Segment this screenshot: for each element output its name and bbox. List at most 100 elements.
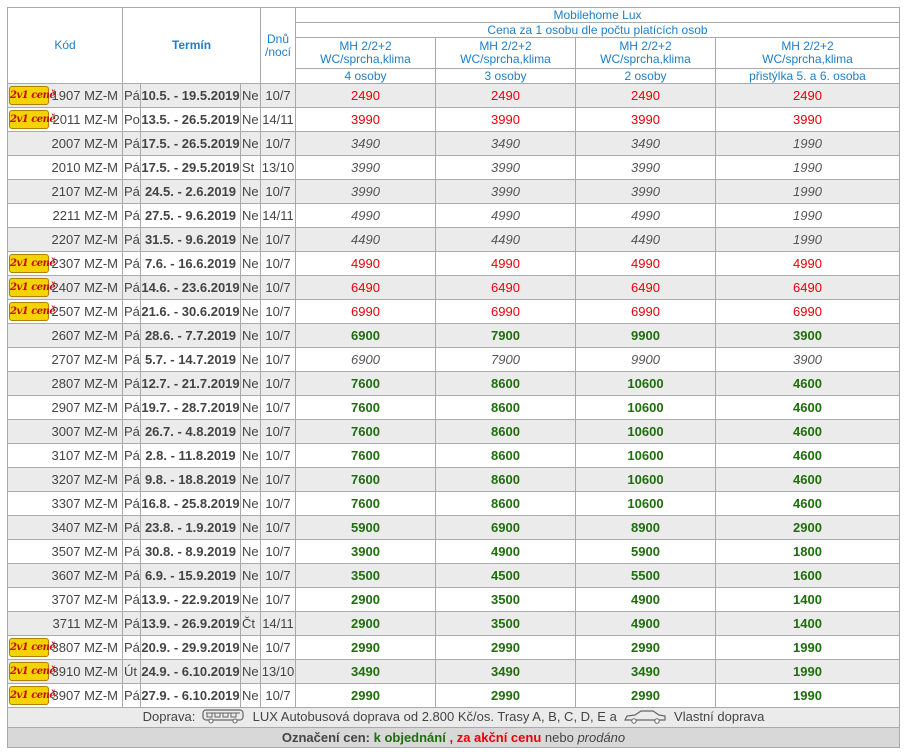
price-cell[interactable]: 6990 bbox=[715, 299, 900, 324]
price-cell[interactable]: 1990 bbox=[715, 203, 900, 228]
price-cell[interactable]: 3900 bbox=[715, 347, 900, 372]
price-cell[interactable]: 5900 bbox=[575, 539, 716, 564]
price-cell[interactable]: 2900 bbox=[295, 587, 436, 612]
price-cell[interactable]: 2490 bbox=[295, 83, 436, 108]
price-cell[interactable]: 6490 bbox=[575, 275, 716, 300]
price-cell[interactable]: 4600 bbox=[715, 467, 900, 492]
price-cell[interactable]: 3500 bbox=[295, 563, 436, 588]
price-cell[interactable]: 8600 bbox=[435, 395, 576, 420]
price-cell[interactable]: 3990 bbox=[295, 179, 436, 204]
price-cell[interactable]: 4900 bbox=[575, 611, 716, 636]
price-cell[interactable]: 1400 bbox=[715, 611, 900, 636]
price-cell[interactable]: 8600 bbox=[435, 371, 576, 396]
price-cell[interactable]: 3900 bbox=[295, 539, 436, 564]
price-cell[interactable]: 2490 bbox=[715, 83, 900, 108]
price-cell[interactable]: 1990 bbox=[715, 155, 900, 180]
price-cell[interactable]: 2990 bbox=[295, 683, 436, 708]
price-cell[interactable]: 10600 bbox=[575, 371, 716, 396]
price-cell[interactable]: 3500 bbox=[435, 611, 576, 636]
price-cell[interactable]: 3490 bbox=[575, 659, 716, 684]
price-cell[interactable]: 3990 bbox=[715, 107, 900, 132]
price-cell[interactable]: 3490 bbox=[295, 131, 436, 156]
price-cell[interactable]: 2990 bbox=[435, 683, 576, 708]
price-cell[interactable]: 1990 bbox=[715, 659, 900, 684]
price-cell[interactable]: 3990 bbox=[575, 155, 716, 180]
price-cell[interactable]: 4490 bbox=[575, 227, 716, 252]
price-cell[interactable]: 4600 bbox=[715, 443, 900, 468]
price-cell[interactable]: 7600 bbox=[295, 371, 436, 396]
price-cell[interactable]: 4990 bbox=[435, 251, 576, 276]
price-cell[interactable]: 4500 bbox=[435, 563, 576, 588]
price-cell[interactable]: 8600 bbox=[435, 419, 576, 444]
price-cell[interactable]: 4490 bbox=[435, 227, 576, 252]
price-cell[interactable]: 2990 bbox=[575, 635, 716, 660]
price-cell[interactable]: 2900 bbox=[295, 611, 436, 636]
price-cell[interactable]: 3490 bbox=[295, 659, 436, 684]
price-cell[interactable]: 8600 bbox=[435, 443, 576, 468]
price-cell[interactable]: 5500 bbox=[575, 563, 716, 588]
price-cell[interactable]: 6490 bbox=[295, 275, 436, 300]
price-cell[interactable]: 2990 bbox=[295, 635, 436, 660]
price-cell[interactable]: 4900 bbox=[435, 539, 576, 564]
price-cell[interactable]: 2900 bbox=[715, 515, 900, 540]
price-cell[interactable]: 6900 bbox=[435, 515, 576, 540]
price-cell[interactable]: 4600 bbox=[715, 491, 900, 516]
price-cell[interactable]: 1600 bbox=[715, 563, 900, 588]
price-cell[interactable]: 3900 bbox=[715, 323, 900, 348]
price-cell[interactable]: 4600 bbox=[715, 371, 900, 396]
price-cell[interactable]: 1990 bbox=[715, 179, 900, 204]
price-cell[interactable]: 3490 bbox=[575, 131, 716, 156]
price-cell[interactable]: 8600 bbox=[435, 491, 576, 516]
price-cell[interactable]: 10600 bbox=[575, 419, 716, 444]
price-cell[interactable]: 3990 bbox=[435, 179, 576, 204]
price-cell[interactable]: 6990 bbox=[435, 299, 576, 324]
price-cell[interactable]: 4900 bbox=[575, 587, 716, 612]
price-cell[interactable]: 3990 bbox=[575, 107, 716, 132]
price-cell[interactable]: 1990 bbox=[715, 131, 900, 156]
price-cell[interactable]: 3490 bbox=[435, 131, 576, 156]
price-cell[interactable]: 2990 bbox=[435, 635, 576, 660]
price-cell[interactable]: 7900 bbox=[435, 347, 576, 372]
price-cell[interactable]: 3990 bbox=[295, 107, 436, 132]
price-cell[interactable]: 4990 bbox=[715, 251, 900, 276]
price-cell[interactable]: 2990 bbox=[575, 683, 716, 708]
price-cell[interactable]: 10600 bbox=[575, 443, 716, 468]
price-cell[interactable]: 3500 bbox=[435, 587, 576, 612]
price-cell[interactable]: 1990 bbox=[715, 683, 900, 708]
price-cell[interactable]: 1990 bbox=[715, 635, 900, 660]
price-cell[interactable]: 4600 bbox=[715, 395, 900, 420]
price-cell[interactable]: 3990 bbox=[435, 107, 576, 132]
price-cell[interactable]: 4990 bbox=[295, 251, 436, 276]
price-cell[interactable]: 5900 bbox=[295, 515, 436, 540]
price-cell[interactable]: 2490 bbox=[575, 83, 716, 108]
price-cell[interactable]: 9900 bbox=[575, 323, 716, 348]
price-cell[interactable]: 3990 bbox=[295, 155, 436, 180]
price-cell[interactable]: 7600 bbox=[295, 491, 436, 516]
price-cell[interactable]: 8900 bbox=[575, 515, 716, 540]
price-cell[interactable]: 6900 bbox=[295, 323, 436, 348]
price-cell[interactable]: 1990 bbox=[715, 227, 900, 252]
price-cell[interactable]: 7600 bbox=[295, 395, 436, 420]
price-cell[interactable]: 3490 bbox=[435, 659, 576, 684]
price-cell[interactable]: 1400 bbox=[715, 587, 900, 612]
price-cell[interactable]: 4600 bbox=[715, 419, 900, 444]
price-cell[interactable]: 6990 bbox=[575, 299, 716, 324]
price-cell[interactable]: 9900 bbox=[575, 347, 716, 372]
price-cell[interactable]: 7600 bbox=[295, 419, 436, 444]
price-cell[interactable]: 8600 bbox=[435, 467, 576, 492]
price-cell[interactable]: 4990 bbox=[575, 203, 716, 228]
price-cell[interactable]: 10600 bbox=[575, 395, 716, 420]
price-cell[interactable]: 4990 bbox=[435, 203, 576, 228]
price-cell[interactable]: 1800 bbox=[715, 539, 900, 564]
price-cell[interactable]: 4990 bbox=[575, 251, 716, 276]
price-cell[interactable]: 4490 bbox=[295, 227, 436, 252]
price-cell[interactable]: 3990 bbox=[435, 155, 576, 180]
price-cell[interactable]: 2490 bbox=[435, 83, 576, 108]
price-cell[interactable]: 6490 bbox=[715, 275, 900, 300]
price-cell[interactable]: 7600 bbox=[295, 443, 436, 468]
price-cell[interactable]: 6900 bbox=[295, 347, 436, 372]
price-cell[interactable]: 7900 bbox=[435, 323, 576, 348]
price-cell[interactable]: 6490 bbox=[435, 275, 576, 300]
price-cell[interactable]: 7600 bbox=[295, 467, 436, 492]
price-cell[interactable]: 4990 bbox=[295, 203, 436, 228]
